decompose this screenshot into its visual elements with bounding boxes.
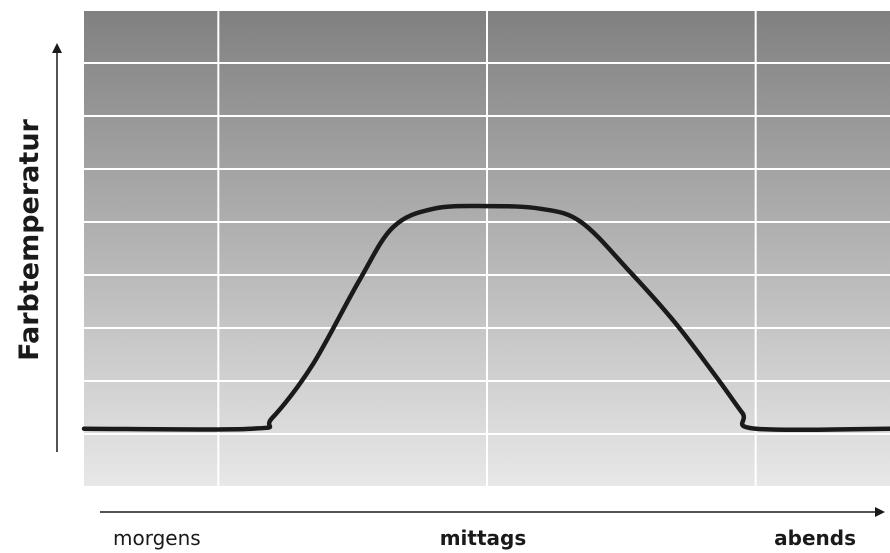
x-tick-label-morgens: morgens — [113, 526, 201, 550]
y-axis-label: Farbtemperatur — [14, 118, 45, 360]
vertical-gridlines — [217, 10, 757, 487]
series-line — [81, 203, 890, 433]
x-tick-label-abends: abends — [774, 526, 856, 550]
x-tick-label-mittags: mittags — [440, 526, 527, 550]
